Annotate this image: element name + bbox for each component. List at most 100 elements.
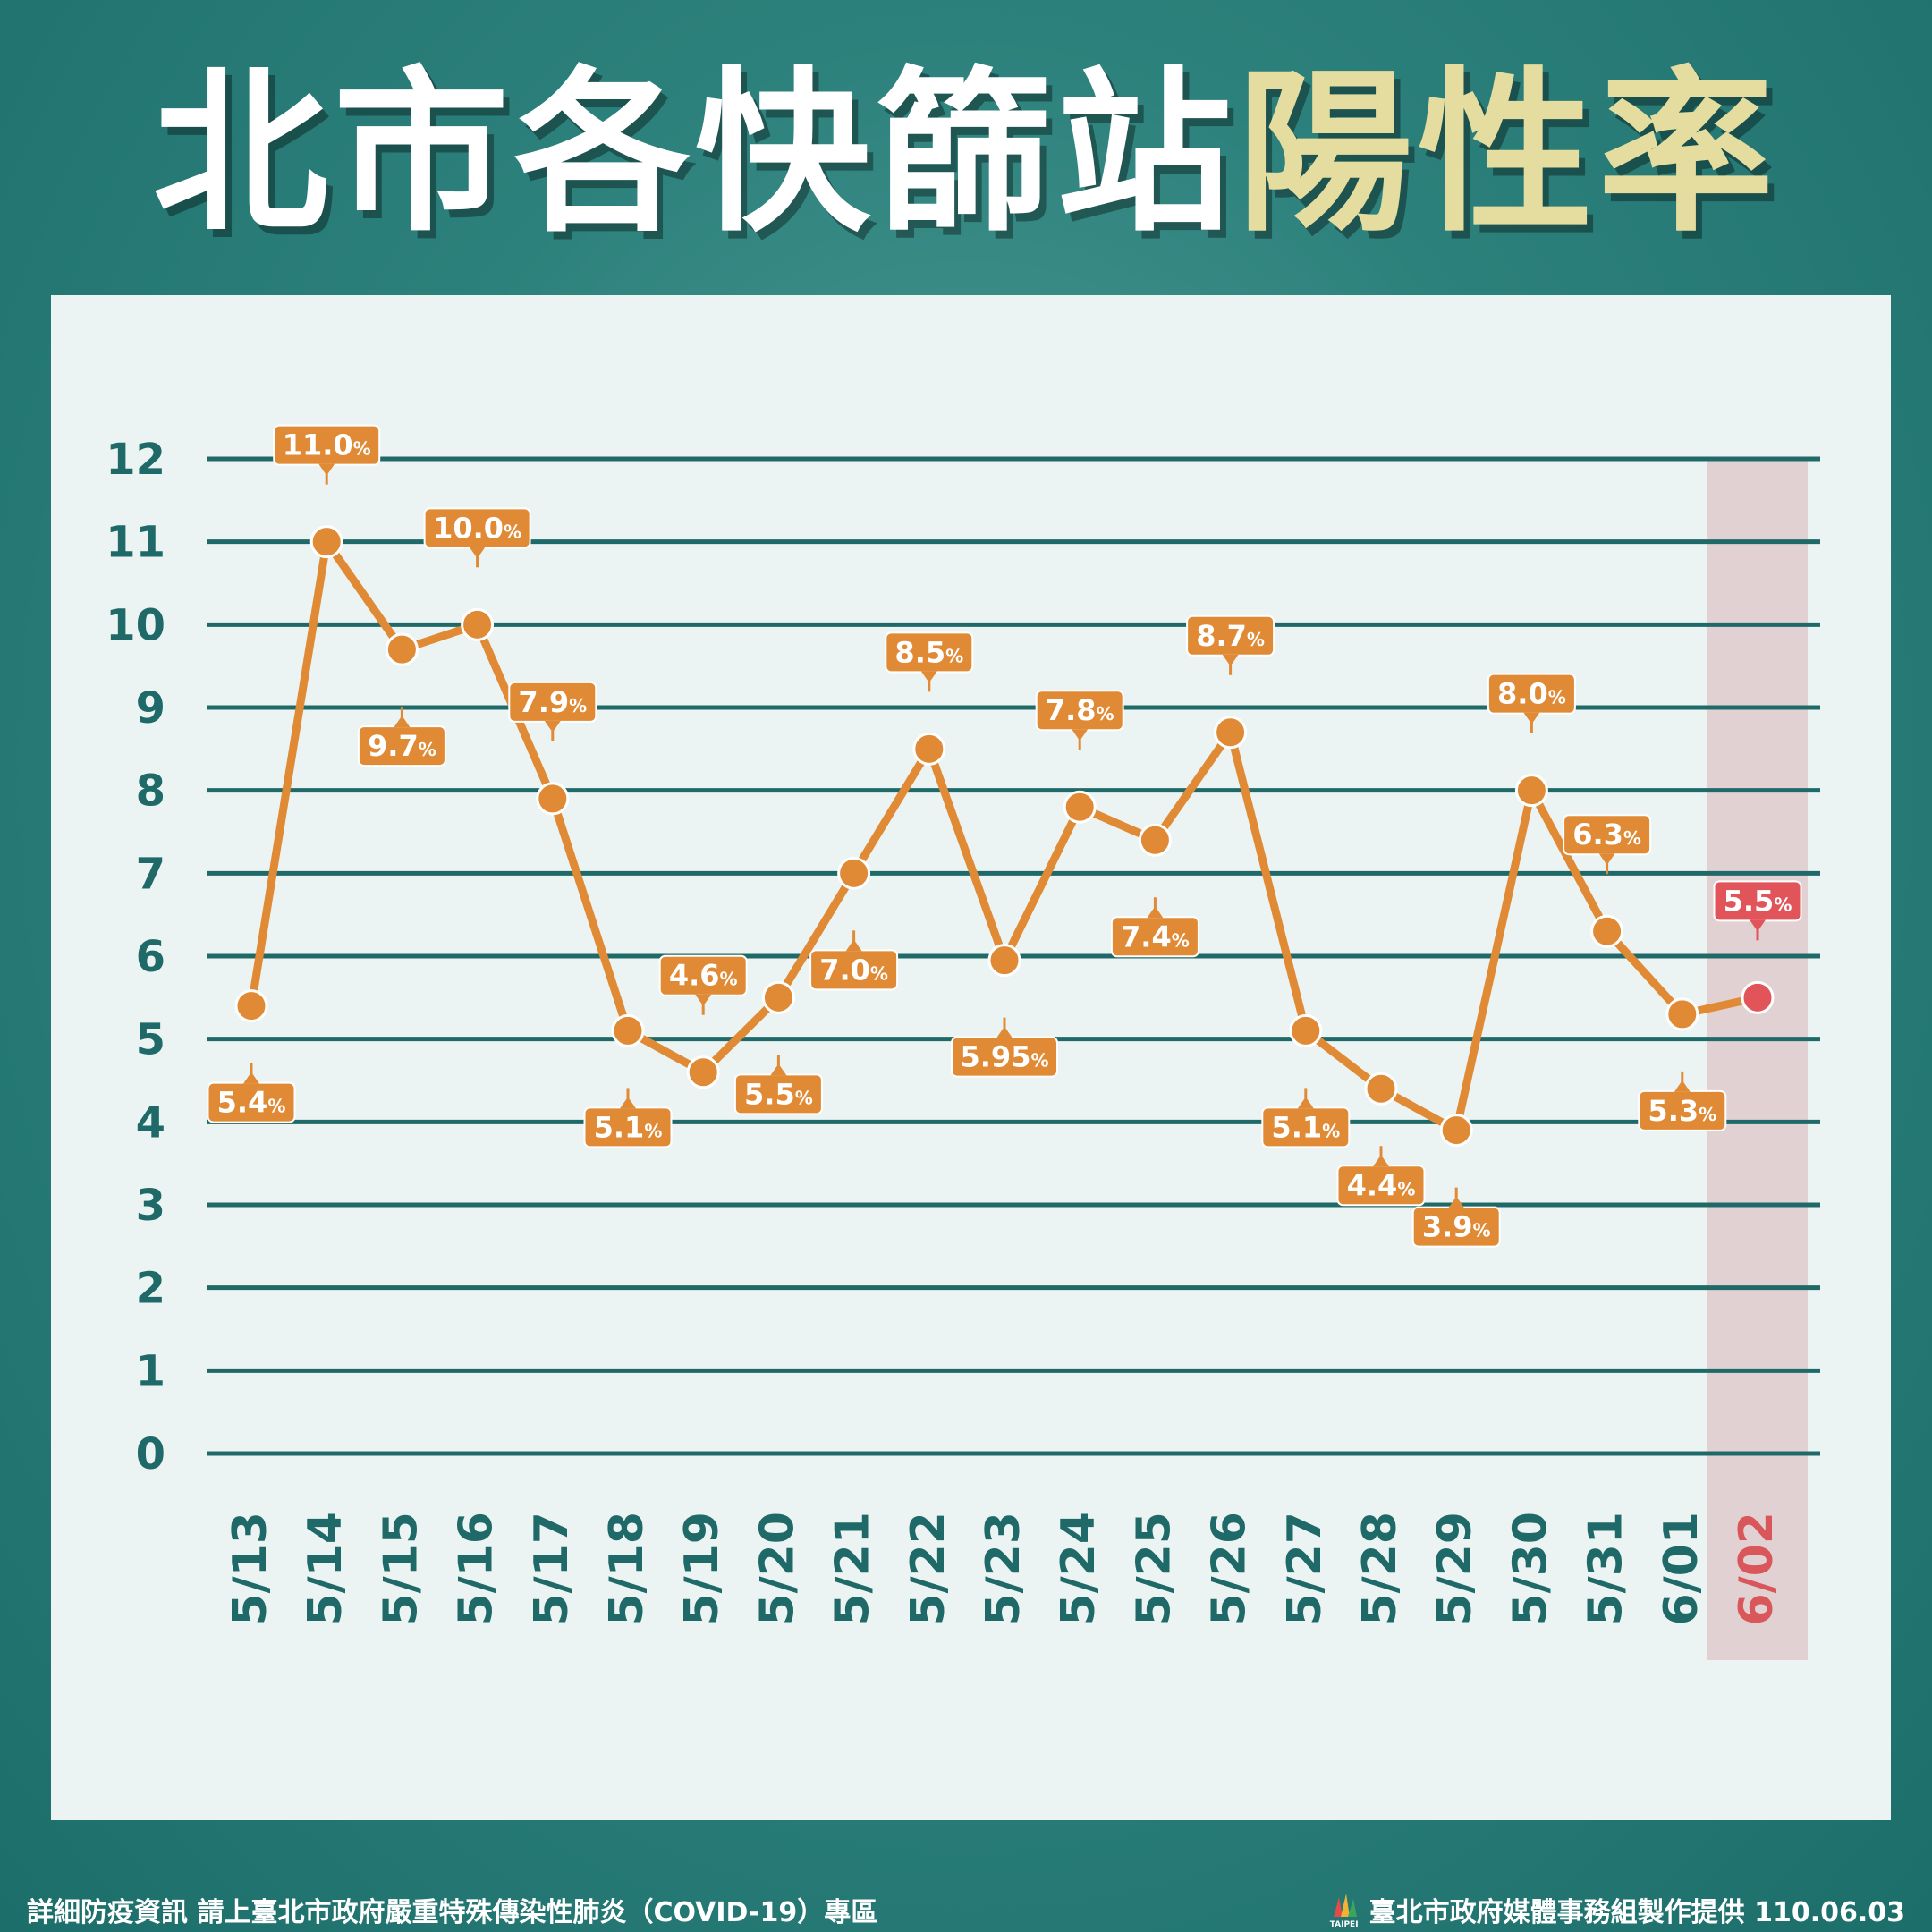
label-pointer	[544, 720, 561, 733]
x-tick-label: 5/13	[224, 1512, 277, 1626]
data-point	[611, 1013, 645, 1047]
data-point	[686, 1055, 720, 1089]
label-pointer	[920, 671, 937, 683]
x-tick-label: 5/22	[902, 1512, 955, 1626]
data-label: 3.9%	[1411, 1187, 1501, 1248]
data-point	[837, 856, 871, 890]
x-tick-label: 5/28	[1353, 1512, 1407, 1626]
data-point	[461, 607, 495, 641]
data-point	[536, 782, 570, 816]
data-point	[912, 732, 946, 766]
series-line-segment	[774, 869, 859, 1002]
label-pointer	[1373, 1155, 1389, 1167]
label-pointer	[996, 1026, 1013, 1038]
data-point	[234, 989, 268, 1023]
chart-panel: 0 1 2 3 4 5 6 7 8 9 10 11 12 5/13 5/14 5/15 5/16 5/17 5/18…	[51, 295, 1891, 1820]
label-pointer	[243, 1072, 259, 1084]
taipei-logo-text: TAIPEI	[1329, 1920, 1359, 1929]
data-point	[1741, 980, 1775, 1014]
x-tick-label: 5/29	[1428, 1512, 1482, 1626]
data-point	[1289, 1013, 1323, 1047]
y-tick-label: 7	[136, 849, 165, 899]
x-tick-label: 5/27	[1278, 1512, 1332, 1626]
x-tick-label: 5/25	[1127, 1512, 1181, 1626]
x-tick-label: 5/14	[299, 1512, 352, 1626]
x-tick-label: 5/20	[750, 1512, 804, 1626]
series-line-segment	[322, 538, 406, 654]
data-point	[1439, 1114, 1473, 1148]
data-point	[1063, 790, 1097, 824]
series-line-segment	[699, 993, 783, 1077]
label-pointer	[318, 463, 335, 476]
label-pointer	[695, 994, 712, 1006]
x-tick-label: 6/01	[1655, 1512, 1708, 1626]
x-tick-label: 5/24	[1052, 1512, 1106, 1626]
data-label: 5.95%	[951, 1017, 1058, 1078]
label-pointer	[1072, 729, 1089, 741]
data-label: 8.7%	[1186, 614, 1275, 675]
x-tick-label: 5/23	[977, 1512, 1030, 1626]
data-point	[1590, 914, 1624, 948]
data-label: 5.1%	[583, 1088, 673, 1148]
data-point	[1138, 823, 1172, 857]
data-label: 8.0%	[1487, 673, 1576, 733]
data-label: 7.4%	[1110, 897, 1199, 958]
label-pointer	[469, 547, 486, 559]
x-tick-label: 5/18	[600, 1512, 654, 1626]
x-tick-label: 5/21	[826, 1512, 880, 1626]
data-point	[1665, 997, 1699, 1031]
y-tick-label: 4	[136, 1097, 165, 1148]
data-label: 8.5%	[885, 631, 974, 692]
series-line-segment	[850, 744, 934, 877]
y-tick-label: 11	[106, 518, 165, 568]
title-highlight: 陽性率	[1237, 52, 1780, 256]
data-label: 4.4%	[1336, 1146, 1426, 1207]
taipei-logo-icon: TAIPEI	[1326, 1892, 1362, 1929]
x-tick-label: 5/15	[374, 1512, 428, 1626]
label-pointer	[620, 1097, 636, 1109]
data-label: 5.1%	[1261, 1088, 1351, 1148]
data-label: 5.3%	[1638, 1071, 1727, 1131]
x-tick-label: 5/17	[525, 1512, 579, 1626]
label-pointer	[1147, 906, 1164, 919]
label-pointer	[1674, 1080, 1690, 1092]
y-tick-label: 5	[136, 1015, 165, 1065]
data-point	[1214, 716, 1248, 750]
x-tick-label: 5/30	[1504, 1512, 1557, 1626]
page-title: 北市各快篩站陽性率	[0, 49, 1932, 259]
label-pointer	[845, 939, 862, 952]
data-label: 5.5%	[733, 1055, 823, 1115]
series-line-segment	[548, 794, 632, 1035]
label-pointer	[1297, 1097, 1314, 1109]
y-tick-label: 12	[106, 435, 165, 485]
title-main: 北市各快篩站	[152, 52, 1237, 256]
x-tick-label: 5/26	[1203, 1512, 1257, 1626]
y-tick-label: 10	[106, 600, 165, 650]
data-label-text: 6.3%	[1572, 818, 1641, 852]
label-pointer	[1448, 1196, 1465, 1208]
series-line-segment	[1452, 786, 1536, 1135]
footer: 詳細防疫資訊 請上臺北市政府嚴重特殊傳染性肺炎（COVID-19）專區 TAIP…	[27, 1890, 1905, 1929]
y-tick-label: 1	[136, 1346, 165, 1396]
footer-credit: TAIPEI 臺北市政府媒體事務組製作提供 110.06.03	[1326, 1890, 1905, 1929]
label-pointer	[1750, 919, 1766, 932]
label-pointer	[1523, 712, 1540, 724]
data-label: 7.8%	[1035, 690, 1124, 750]
data-label: 11.0%	[273, 424, 381, 485]
footer-info-text: 詳細防疫資訊 請上臺北市政府嚴重特殊傳染性肺炎（COVID-19）專區	[27, 1897, 878, 1928]
highlight-band	[1707, 457, 1808, 1660]
data-point	[987, 944, 1021, 978]
series-line-segment	[925, 744, 1009, 965]
y-tick-label: 2	[136, 1264, 165, 1314]
label-pointer	[1598, 853, 1615, 866]
y-tick-label: 9	[136, 683, 165, 733]
data-label: 10.0%	[423, 507, 531, 568]
series-line-segment	[1603, 927, 1687, 1019]
y-tick-label: 0	[136, 1429, 165, 1479]
data-point	[1514, 774, 1548, 808]
data-label: 5.5%	[1713, 880, 1802, 941]
data-point	[1364, 1072, 1398, 1106]
series-line-segment	[247, 538, 331, 1011]
label-pointer	[1222, 654, 1239, 666]
